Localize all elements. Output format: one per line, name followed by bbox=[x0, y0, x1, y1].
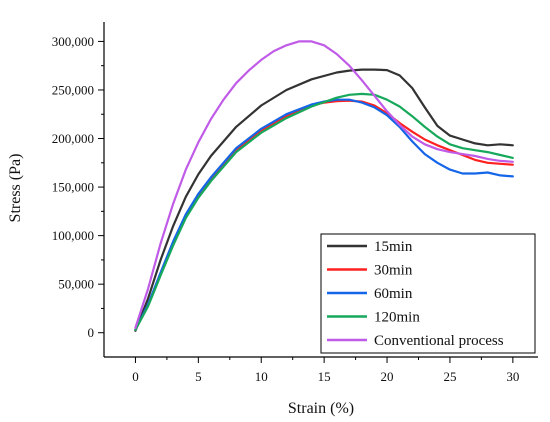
legend-label-4: 120min bbox=[374, 310, 420, 326]
y-tick-label: 50,000 bbox=[58, 277, 94, 292]
series-line-1 bbox=[134, 68, 514, 332]
legend-label-1: 15min bbox=[374, 239, 413, 255]
series-line-5 bbox=[134, 40, 514, 329]
x-tick-label: 0 bbox=[132, 369, 139, 384]
series-lines-group bbox=[134, 40, 514, 332]
series-line-3 bbox=[134, 98, 514, 331]
x-tick-label: 15 bbox=[318, 369, 331, 384]
y-tick-label: 300,000 bbox=[52, 34, 94, 49]
x-axis-title: Strain (%) bbox=[288, 400, 354, 417]
y-tick-label: 150,000 bbox=[52, 180, 94, 195]
x-tick-label: 25 bbox=[443, 369, 456, 384]
legend-label-5: Conventional process bbox=[374, 333, 504, 349]
x-ticks-group: 0 5 10 15 20 25 30 bbox=[132, 357, 519, 384]
y-tick-label: 250,000 bbox=[52, 82, 94, 97]
y-tick-label: 0 bbox=[88, 325, 95, 340]
y-tick-label: 200,000 bbox=[52, 131, 94, 146]
legend: 15min 30min 60min 120min Conventional proces… bbox=[320, 233, 536, 354]
x-tick-label: 5 bbox=[195, 369, 202, 384]
x-tick-label: 30 bbox=[506, 369, 519, 384]
y-ticks-group: 0 50,000 100,000 150,000 200,000 250,000 300,0… bbox=[52, 34, 104, 340]
legend-label-2: 30min bbox=[374, 263, 413, 279]
x-tick-label: 20 bbox=[381, 369, 394, 384]
series-line-4 bbox=[134, 92, 514, 331]
legend-label-3: 60min bbox=[374, 286, 413, 302]
y-tick-label: 100,000 bbox=[52, 228, 94, 243]
x-tick-label: 10 bbox=[255, 369, 268, 384]
y-axis-title: Stress (Pa) bbox=[7, 154, 24, 223]
